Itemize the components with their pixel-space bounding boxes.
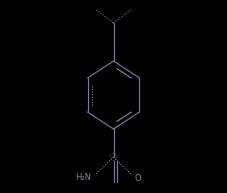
Text: H₂N: H₂N: [75, 173, 91, 182]
Text: O: O: [134, 174, 141, 183]
